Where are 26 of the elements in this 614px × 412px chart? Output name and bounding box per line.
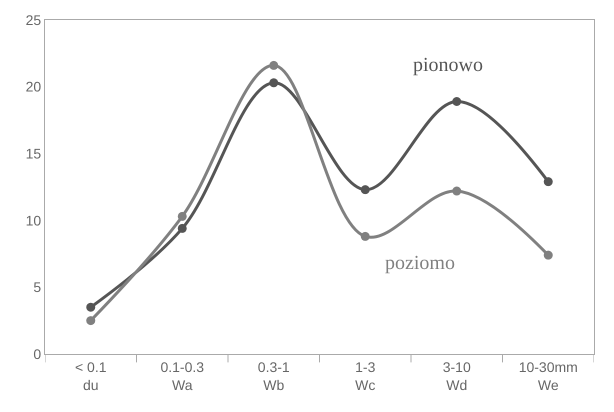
- series-label: pionowo: [413, 54, 483, 76]
- point: [86, 302, 96, 312]
- point: [86, 316, 96, 326]
- y-tick-label: 20: [26, 78, 42, 95]
- y-tick-label: 5: [33, 279, 42, 296]
- x-tick-label: < 0.1 du: [74, 358, 107, 393]
- point: [178, 212, 187, 221]
- y-tick-label: 10: [26, 212, 42, 228]
- x-tick-label: 10-30mm We: [518, 358, 578, 393]
- point: [269, 78, 278, 88]
- y-tick-label: 15: [26, 146, 42, 162]
- y-tick-label: 25: [26, 12, 42, 28]
- series-label: poziomo: [385, 252, 455, 274]
- point: [544, 177, 553, 186]
- point: [360, 232, 370, 241]
- point: [544, 250, 553, 260]
- point: [269, 60, 278, 70]
- x-tick-label: 0.1-0.3 Wa: [160, 358, 204, 393]
- x-tick-label: 1-3 Wc: [355, 358, 376, 393]
- point: [178, 224, 187, 233]
- point: [452, 97, 462, 106]
- x-tick-label: 0.3-1 Wb: [258, 358, 290, 393]
- y-tick-label: 0: [33, 346, 42, 362]
- x-tick-label: 3-10 Wd: [442, 358, 471, 393]
- point: [452, 186, 462, 196]
- point: [360, 185, 370, 194]
